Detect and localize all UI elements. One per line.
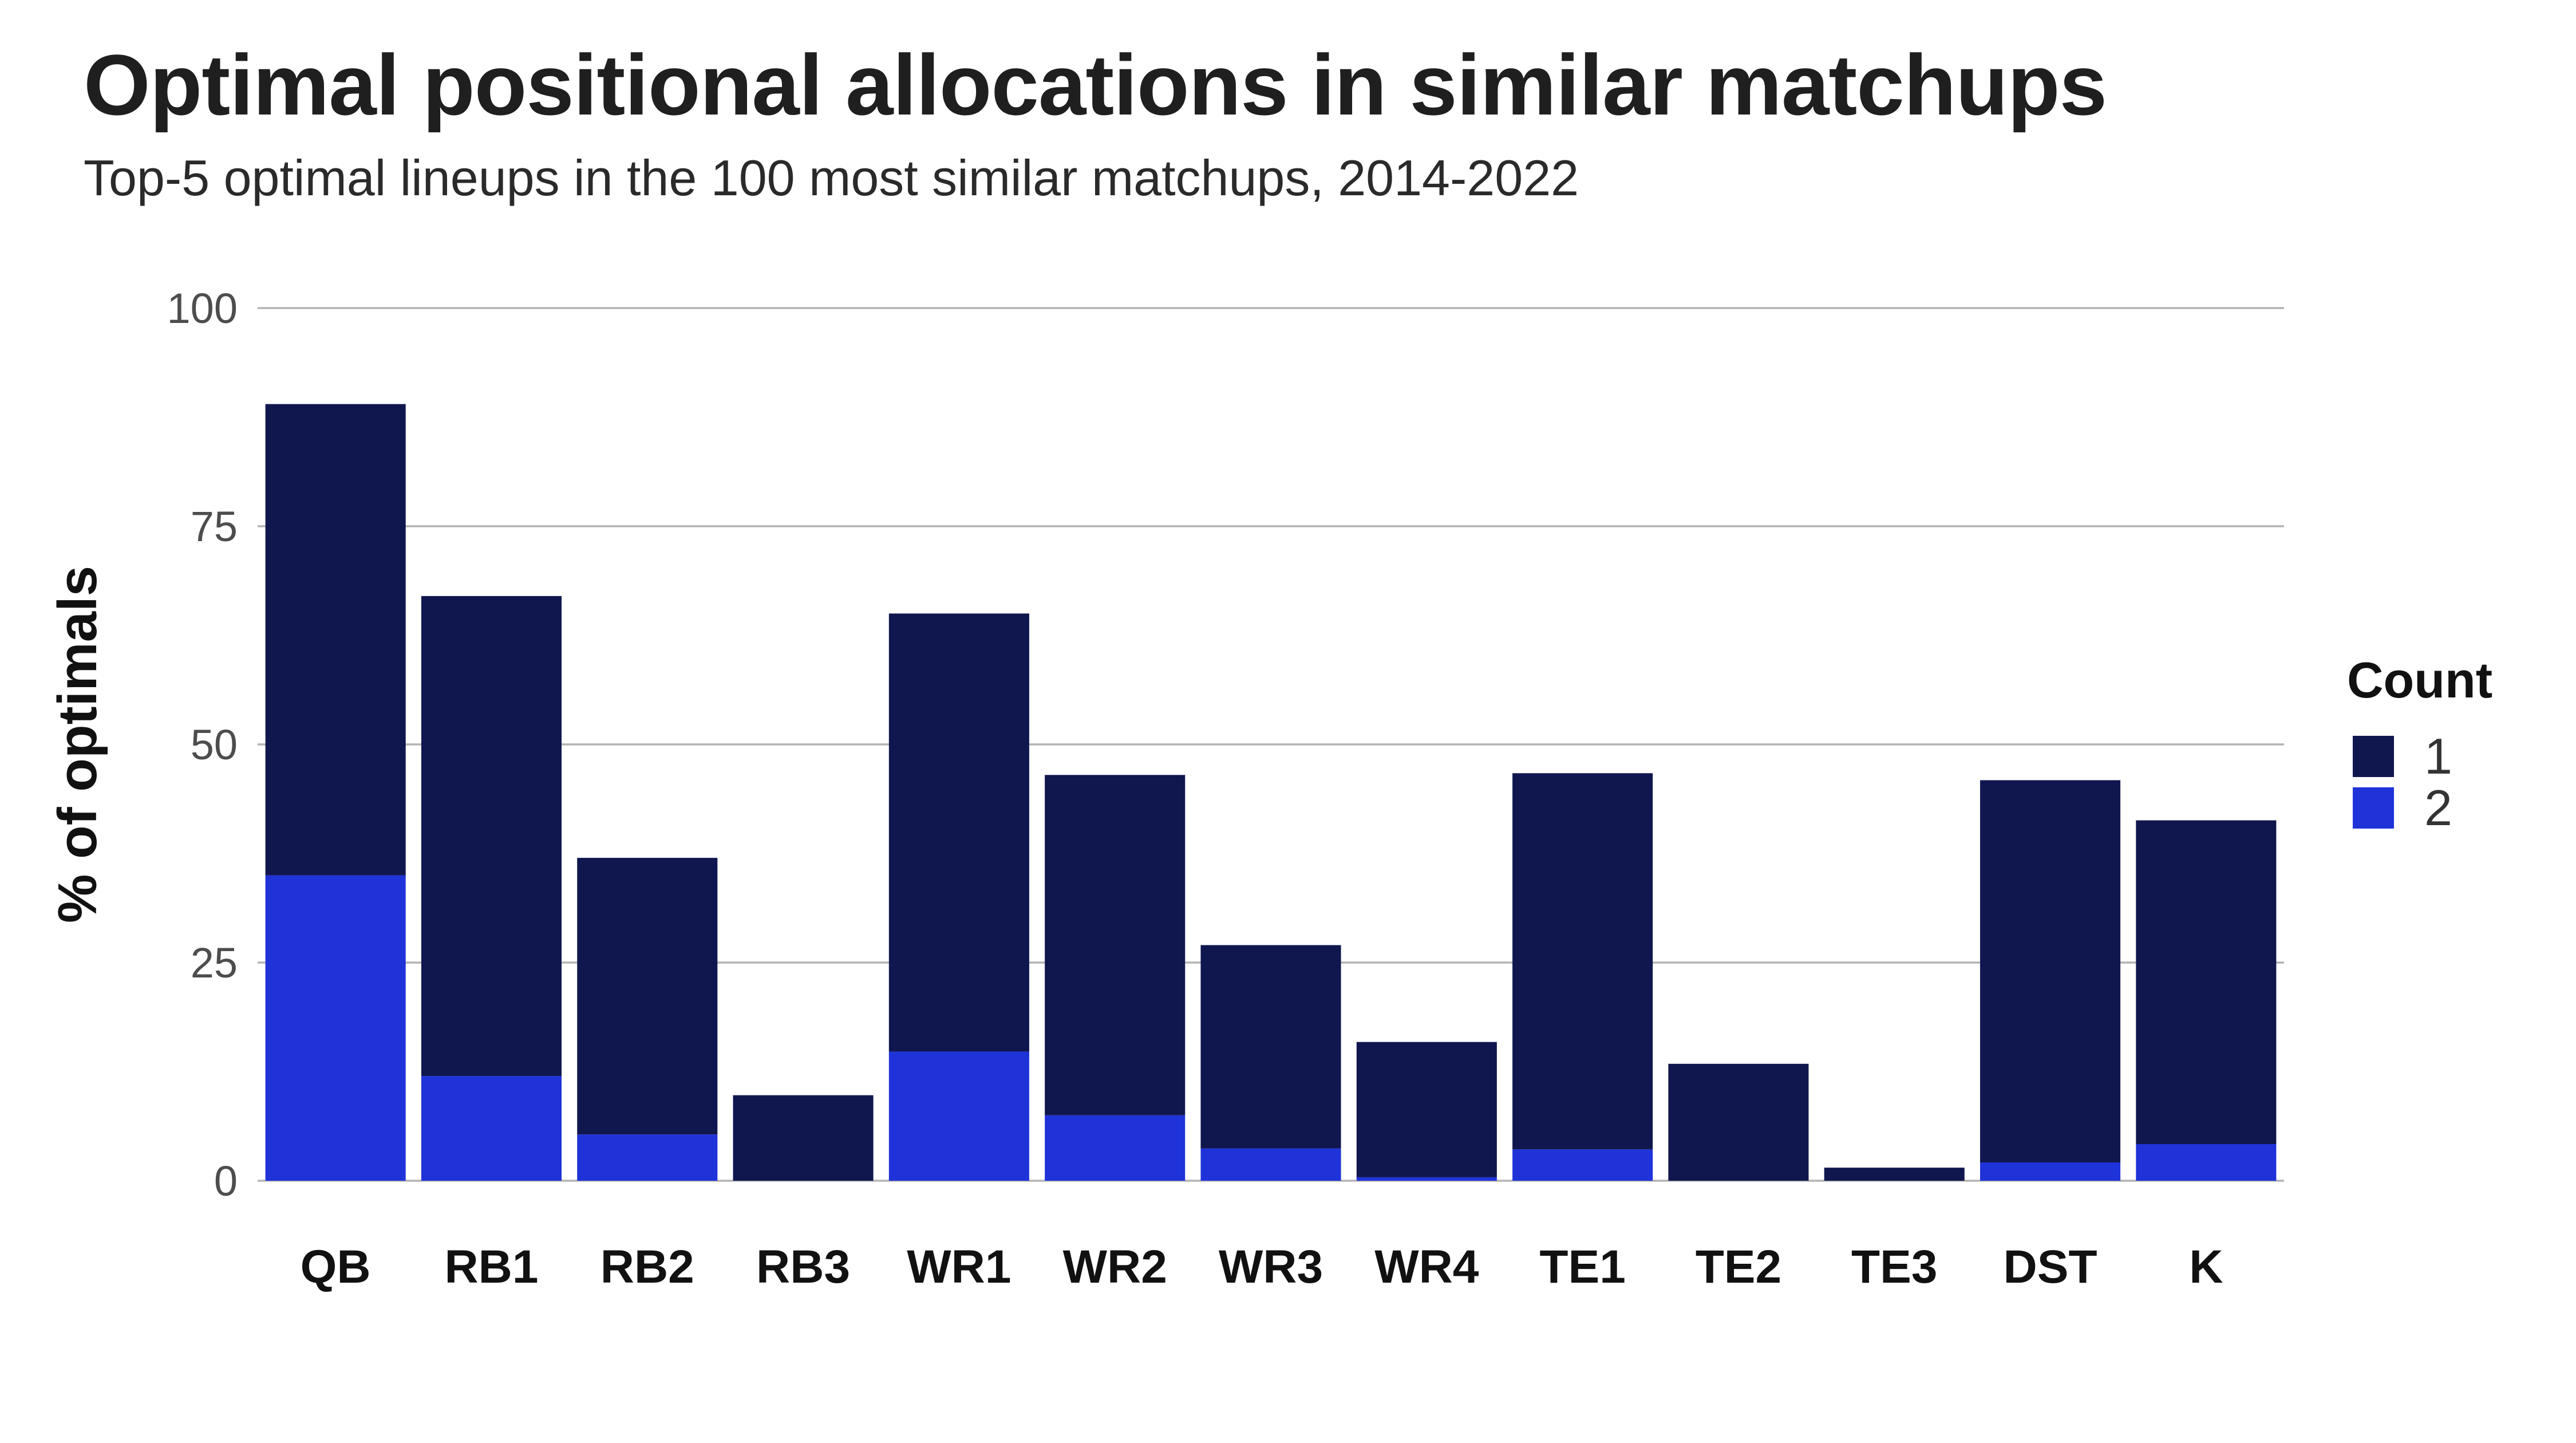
y-tick-label: 100 <box>167 285 238 332</box>
bar-rb3-count-1 <box>733 1095 874 1181</box>
legend-label-2: 2 <box>2424 779 2452 836</box>
y-axis-ticks: 0 25 50 75 100 <box>167 285 238 1205</box>
bar-rb1-count-1 <box>421 596 562 1077</box>
bar-k-count-1 <box>2136 820 2277 1144</box>
x-tick-label-rb2: RB2 <box>600 1241 694 1293</box>
x-tick-label-rb3: RB3 <box>756 1241 850 1293</box>
x-tick-label-wr3: WR3 <box>1219 1241 1323 1293</box>
x-tick-label-te3: TE3 <box>1851 1241 1937 1293</box>
y-axis-title: % of optimals <box>47 566 108 923</box>
legend-swatch-2 <box>2353 787 2394 829</box>
chart-subtitle: Top-5 optimal lineups in the 100 most si… <box>84 149 1579 206</box>
x-tick-label-wr1: WR1 <box>907 1241 1011 1293</box>
bar-dst-count-2 <box>1980 1162 2121 1181</box>
chart-title: Optimal positional allocations in simila… <box>84 37 2107 133</box>
legend: Count 12 <box>2347 652 2492 836</box>
bar-wr2-count-1 <box>1045 775 1186 1115</box>
legend-label-1: 1 <box>2424 728 2452 784</box>
bar-rb2-count-2 <box>577 1134 718 1181</box>
bar-te2-count-1 <box>1668 1063 1809 1181</box>
bar-te1-count-2 <box>1512 1149 1653 1181</box>
x-tick-label-wr4: WR4 <box>1374 1241 1479 1293</box>
bar-qb-count-1 <box>265 404 406 876</box>
bar-wr4-count-2 <box>1356 1177 1497 1181</box>
bar-te1-count-1 <box>1512 773 1653 1150</box>
bar-k-count-2 <box>2136 1144 2277 1181</box>
x-tick-label-k: K <box>2189 1241 2223 1293</box>
y-tick-label: 50 <box>191 721 238 768</box>
x-tick-label-dst: DST <box>2004 1241 2097 1293</box>
x-tick-label-qb: QB <box>301 1241 371 1293</box>
y-tick-label: 0 <box>214 1157 238 1205</box>
bar-wr4-count-1 <box>1356 1042 1497 1177</box>
bar-wr1-count-1 <box>888 613 1029 1052</box>
bar-qb-count-2 <box>265 875 406 1181</box>
legend-title: Count <box>2347 652 2492 708</box>
legend-swatch-1 <box>2353 736 2394 777</box>
bar-wr3-count-2 <box>1200 1148 1341 1181</box>
x-tick-label-te2: TE2 <box>1696 1241 1781 1293</box>
bar-dst-count-1 <box>1980 780 2121 1162</box>
bar-rb1-count-2 <box>421 1076 562 1181</box>
x-tick-label-te1: TE1 <box>1539 1241 1625 1293</box>
x-tick-label-rb1: RB1 <box>444 1241 538 1293</box>
bars <box>265 404 2277 1181</box>
x-tick-label-wr2: WR2 <box>1063 1241 1167 1293</box>
bar-wr1-count-2 <box>888 1051 1029 1181</box>
y-tick-label: 25 <box>191 939 238 987</box>
bar-wr2-count-2 <box>1045 1115 1186 1181</box>
x-axis-labels: QB RB1 RB2 RB3 WR1 WR2 WR3 WR4 TE1 TE2 TE3 DST K <box>301 1241 2223 1293</box>
bar-rb2-count-1 <box>577 858 718 1135</box>
bar-wr3-count-1 <box>1200 945 1341 1149</box>
y-tick-label: 75 <box>191 503 238 550</box>
bar-te3-count-1 <box>1824 1168 1965 1181</box>
